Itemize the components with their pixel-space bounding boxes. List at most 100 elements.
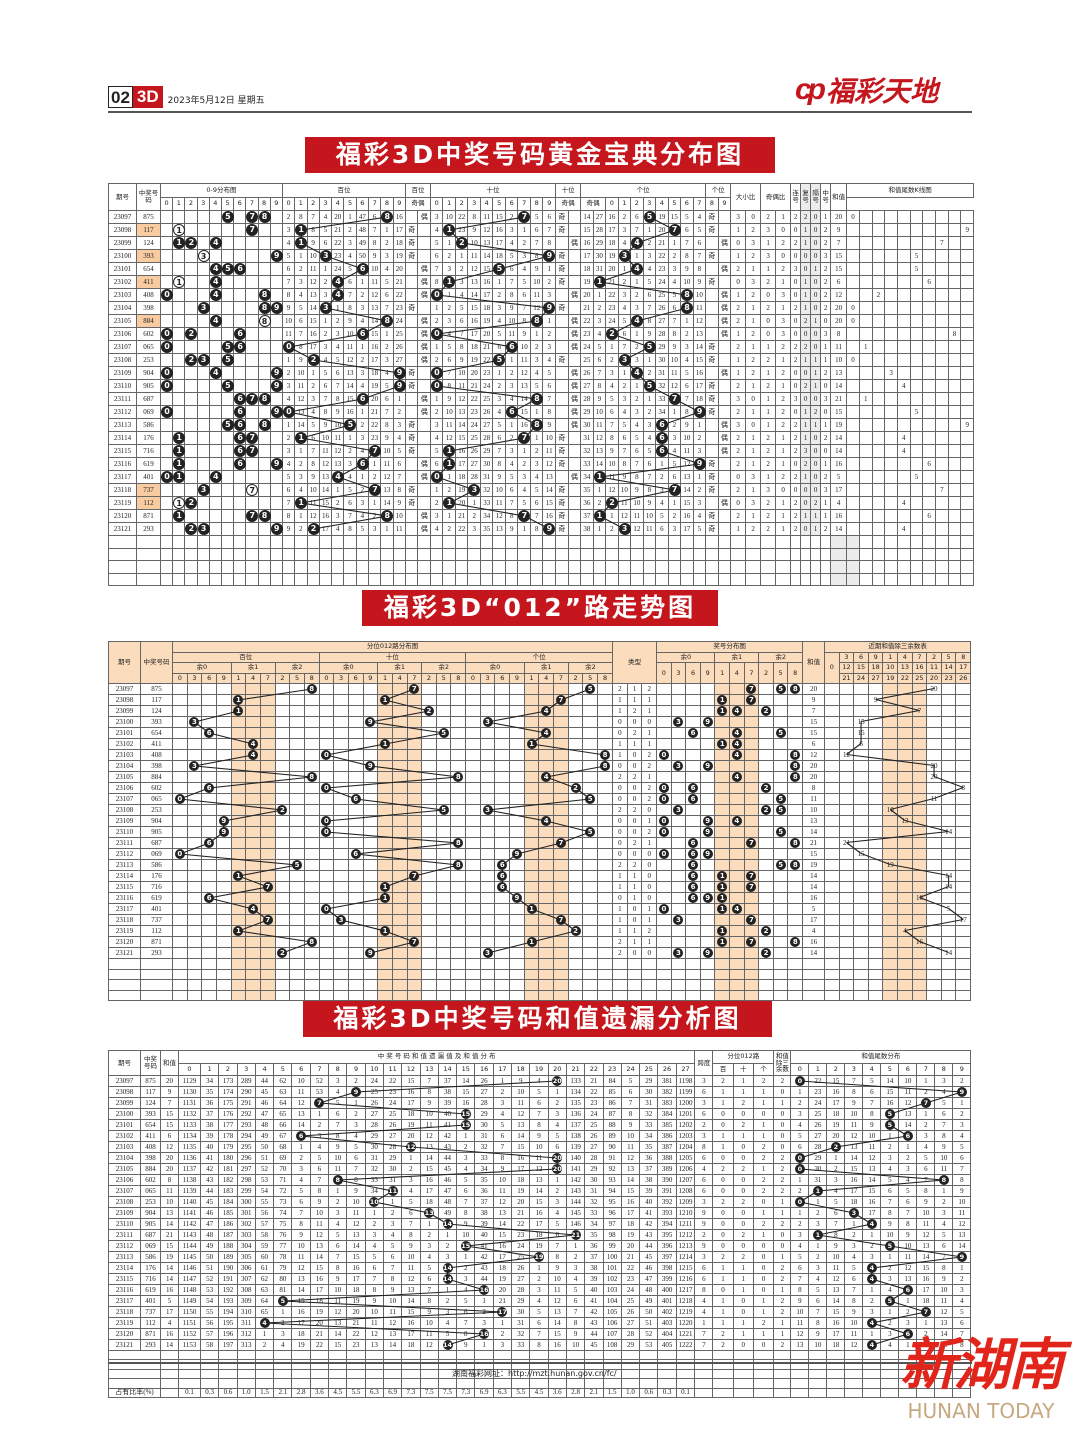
prize-cell: 7 bbox=[743, 936, 760, 948]
stat-cell: 1 bbox=[760, 405, 777, 419]
route-cell bbox=[582, 749, 599, 761]
tens-cell: 9 bbox=[542, 301, 557, 315]
type-cell: 2 bbox=[641, 793, 658, 805]
tens-omission: 4 bbox=[504, 457, 519, 471]
route-cell bbox=[509, 749, 525, 761]
type-cell: 0 bbox=[626, 793, 643, 805]
route-cell bbox=[421, 837, 437, 849]
tens-omission: 19 bbox=[454, 483, 469, 497]
route-cell bbox=[274, 694, 291, 706]
mod-cell bbox=[955, 793, 972, 805]
empty-cell bbox=[306, 535, 320, 549]
hundreds-omission: 3 bbox=[355, 301, 369, 315]
route-cell: 1 bbox=[712, 1086, 734, 1098]
number-ball: 4 bbox=[631, 237, 644, 249]
number-ball: 1 bbox=[173, 458, 186, 470]
tail-header: 9 bbox=[952, 1062, 972, 1076]
table-row: 23119 112 1 1 2 1 1 2 1 2 4 4 bbox=[108, 925, 972, 937]
chart1-title: 福彩3D中奖号码黄金宝典分布图 bbox=[305, 137, 775, 173]
mod-header: 9 bbox=[867, 651, 884, 663]
tail-omission: 14 bbox=[862, 1174, 882, 1186]
number-ball: 7 bbox=[409, 937, 420, 947]
dist-cell bbox=[245, 457, 259, 471]
tens-omission: 13 bbox=[467, 275, 481, 289]
route-cell bbox=[406, 848, 423, 860]
hundreds-omission: 8 bbox=[367, 236, 382, 250]
empty-cell bbox=[896, 560, 911, 574]
hundreds-even bbox=[417, 236, 431, 250]
units-omission: 4 bbox=[630, 418, 644, 432]
tens-omission: 23 bbox=[467, 405, 481, 419]
tens-cell: 1 bbox=[442, 457, 456, 471]
table-row: 23113 586 5 8 6 2 2 0 6 5 8 19 19 bbox=[108, 859, 972, 871]
hundreds-odd: 奇 bbox=[404, 483, 419, 497]
mod-cell bbox=[897, 793, 913, 805]
dist-cell bbox=[245, 340, 259, 354]
mod-cell: 8 bbox=[955, 782, 972, 794]
number-cell bbox=[140, 968, 173, 980]
tens-omission: 7 bbox=[517, 301, 531, 315]
digit-header: 5 bbox=[492, 196, 506, 211]
kline-cell bbox=[884, 262, 898, 276]
prize-cell bbox=[699, 870, 716, 882]
route-cell bbox=[318, 881, 335, 893]
route-cell bbox=[538, 859, 555, 871]
sum-omission: 5 bbox=[492, 1119, 513, 1131]
route-cell: 8 bbox=[303, 936, 320, 948]
mod-cell: 15 bbox=[853, 848, 869, 860]
empty-cell bbox=[858, 535, 873, 549]
mod-sum-mark: 16 bbox=[915, 937, 923, 946]
table-row: 23100 393 3 9 5 1 10 3 23 4 50 9 3 19 奇 6 2 1 11 14 18 5 3 8 9 奇 1… bbox=[108, 249, 975, 263]
route-cell bbox=[347, 925, 364, 937]
empty-cell bbox=[947, 560, 962, 574]
tens-omission: 2 bbox=[442, 483, 456, 497]
number-ball: 6 bbox=[688, 860, 699, 870]
route-cell bbox=[435, 881, 452, 893]
table-row: 23103 408 4 0 8 1 0 2 0 4 8 12 12 bbox=[108, 749, 972, 761]
hundreds-omission: 11 bbox=[306, 262, 320, 276]
mod-cell bbox=[882, 903, 899, 915]
number-ball: 9 bbox=[511, 893, 522, 903]
hundreds-omission: 1 bbox=[380, 223, 394, 237]
stat-cell: 1 bbox=[730, 353, 747, 367]
kline-cell bbox=[846, 405, 860, 419]
mod-cell bbox=[867, 826, 884, 838]
sum-cell: 7 bbox=[802, 705, 826, 717]
units-omission: 10 bbox=[592, 405, 607, 419]
stat-cell: 0 bbox=[810, 392, 822, 406]
stat-cell: 3 bbox=[820, 249, 832, 263]
route-cell bbox=[421, 815, 437, 827]
tail-omission: 8 bbox=[844, 1086, 864, 1098]
issue-cell: 23107 bbox=[108, 340, 137, 354]
stat-cell: 1 bbox=[730, 327, 747, 341]
route-cell bbox=[347, 837, 364, 849]
prize-cell bbox=[758, 870, 774, 882]
route-cell bbox=[465, 989, 481, 1001]
sum-omission: 1137 bbox=[178, 1163, 201, 1175]
prize-cell bbox=[729, 804, 745, 816]
route-cell bbox=[245, 815, 261, 827]
number-ball: 0 bbox=[321, 783, 332, 793]
route-cell bbox=[582, 782, 599, 794]
dist-cell bbox=[257, 522, 271, 536]
route-cell: 4 bbox=[538, 705, 555, 717]
stat-cell: 0 bbox=[790, 249, 802, 263]
sum-omission: 300 bbox=[236, 1196, 256, 1208]
hundreds-odd bbox=[404, 470, 419, 484]
route-cell bbox=[245, 968, 261, 980]
number-ball: 1 bbox=[717, 937, 728, 947]
number-ball: 2 bbox=[761, 706, 772, 716]
type-cell: 2 bbox=[612, 804, 628, 816]
route-cell bbox=[391, 859, 408, 871]
number-ball: 1 bbox=[295, 432, 308, 444]
mod-cell bbox=[897, 989, 913, 1001]
tens-omission: 22 bbox=[467, 392, 481, 406]
number-ball: 1 bbox=[295, 497, 308, 509]
sum-omission: 92 bbox=[602, 1163, 622, 1175]
kline-cell: 6 bbox=[922, 509, 936, 523]
number-ball: 9 bbox=[543, 250, 556, 262]
tens-omission: 1 bbox=[429, 301, 444, 315]
number-ball: 8 bbox=[681, 302, 694, 314]
units-omission: 19 bbox=[580, 275, 594, 289]
digit-header: 9 bbox=[215, 672, 232, 684]
